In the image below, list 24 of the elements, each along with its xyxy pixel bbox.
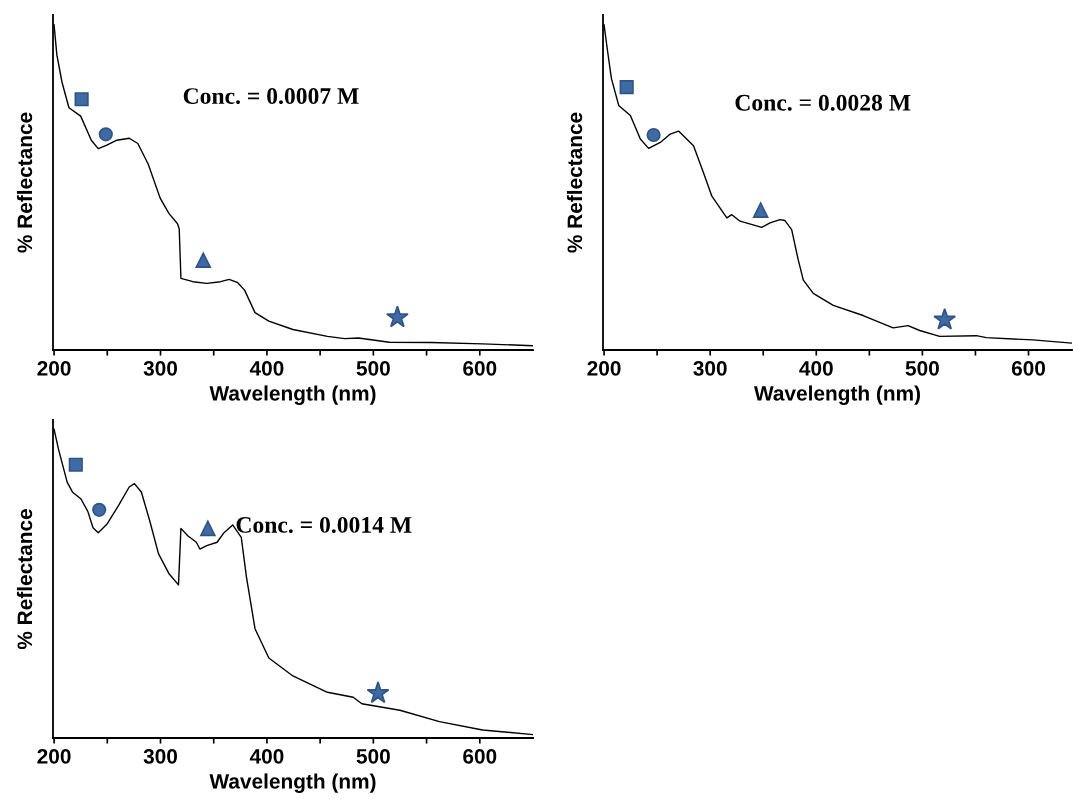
x-tick-label: 300 xyxy=(143,748,178,764)
x-tick-label: 600 xyxy=(1011,360,1046,376)
x-tick-label: 400 xyxy=(249,360,284,376)
x-tick-label: 300 xyxy=(143,360,178,376)
x-tick-label: 200 xyxy=(37,360,71,376)
x-axis-title: Wavelength (nm) xyxy=(209,773,376,793)
annotation: Conc. = 0.0007 M xyxy=(183,88,359,105)
x-tick-label: 500 xyxy=(356,360,390,376)
x-tick-label: 200 xyxy=(37,748,71,764)
annotation: Conc. = 0.0014 M xyxy=(236,516,412,533)
x-tick-label: 400 xyxy=(799,360,833,376)
x-tick-label: 600 xyxy=(463,360,497,376)
x-tick-label: 200 xyxy=(587,360,621,376)
x-tick-label: 600 xyxy=(463,748,497,764)
y-axis-title: % Reflectance xyxy=(16,112,33,253)
x-tick-label: 500 xyxy=(905,360,939,376)
y-axis-title: % Reflectance xyxy=(566,112,583,253)
y-axis-title: % Reflectance xyxy=(16,509,33,650)
x-tick-label: 300 xyxy=(693,360,727,376)
x-axis-title: Wavelength (nm) xyxy=(754,385,920,405)
annotation: Conc. = 0.0028 M xyxy=(735,94,911,111)
x-tick-label: 500 xyxy=(356,748,390,764)
x-axis-title: Wavelength (nm) xyxy=(209,385,376,405)
x-tick-label: 400 xyxy=(249,748,284,764)
